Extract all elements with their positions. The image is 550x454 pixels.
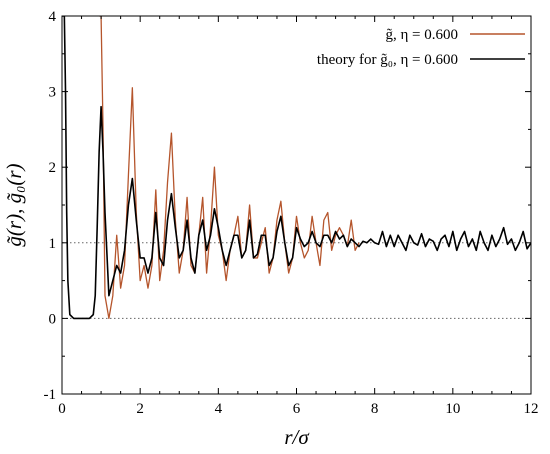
x-tick-label: 10 bbox=[445, 401, 460, 417]
legend: g̃, η = 0.600 theory for g̃₀, η = 0.600 bbox=[317, 27, 525, 68]
plot-area bbox=[62, 16, 531, 320]
x-tick-label: 6 bbox=[293, 401, 301, 417]
legend-label-1: theory for g̃₀, η = 0.600 bbox=[317, 52, 458, 68]
legend-label-0: g̃, η = 0.600 bbox=[385, 27, 458, 43]
plot-frame bbox=[61, 15, 532, 395]
y-tick-label: 0 bbox=[49, 311, 57, 327]
y-tick-label: 4 bbox=[49, 9, 57, 25]
y-tick-label: 1 bbox=[49, 236, 57, 252]
x-tick-label: 4 bbox=[215, 401, 223, 417]
series-line-1 bbox=[62, 16, 531, 320]
x-tick-label: 12 bbox=[524, 401, 539, 417]
x-tick-label: 8 bbox=[371, 401, 379, 417]
x-axis-title: r/σ bbox=[284, 425, 310, 449]
y-tick-label: 3 bbox=[49, 85, 57, 101]
x-tick-label: 2 bbox=[136, 401, 144, 417]
y-tick-label: 2 bbox=[49, 160, 57, 176]
y-axis-title: g̃(r), g̃₀(r) bbox=[2, 163, 26, 246]
x-tick-label: 0 bbox=[58, 401, 66, 417]
y-tick-label: -1 bbox=[44, 387, 57, 403]
